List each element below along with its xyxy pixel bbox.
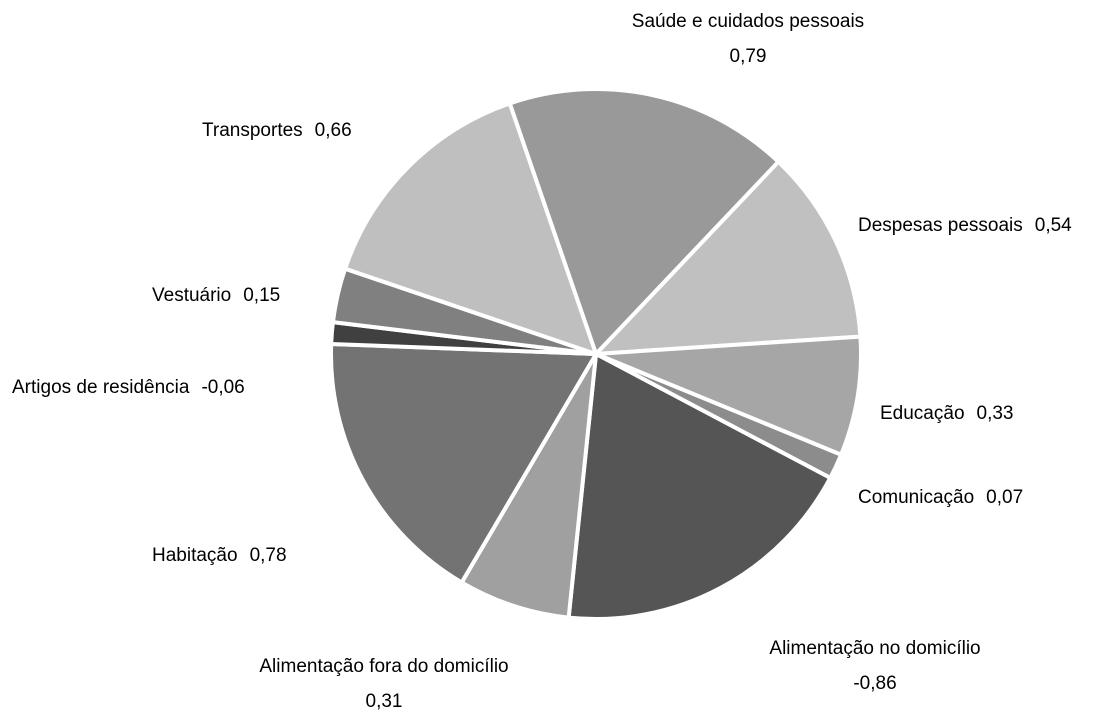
value-label: -0,06 — [201, 377, 244, 398]
category-label: Alimentação no domicílio — [769, 638, 980, 659]
value-label: 0,31 — [366, 691, 403, 712]
category-label: Comunicação — [858, 487, 974, 508]
value-label: 0,66 — [315, 120, 352, 141]
category-label: Alimentação fora do domicílio — [259, 656, 508, 677]
pie-slice — [566, 352, 833, 621]
pie-slice — [459, 352, 598, 620]
pie-slice — [507, 87, 781, 356]
value-label: 0,33 — [977, 403, 1014, 424]
pie-slice — [594, 334, 863, 457]
category-label: Saúde e cuidados pessoais — [632, 11, 864, 32]
pie-slice — [594, 159, 863, 356]
value-label: 0,79 — [730, 46, 767, 67]
pie-slice — [329, 341, 598, 585]
value-label: 0,15 — [243, 285, 280, 306]
category-label: Artigos de residência — [12, 377, 190, 398]
value-label: 0,07 — [986, 487, 1023, 508]
category-label: Vestuário — [152, 285, 231, 306]
category-label: Educação — [880, 403, 965, 424]
value-label: 0,54 — [1035, 215, 1072, 236]
value-label: 0,78 — [250, 545, 287, 566]
category-label: Despesas pessoais — [858, 215, 1023, 236]
pie-slice — [343, 101, 598, 356]
category-label: Habitação — [152, 545, 238, 566]
value-label: -0,86 — [853, 673, 896, 694]
category-label: Transportes — [202, 120, 303, 141]
